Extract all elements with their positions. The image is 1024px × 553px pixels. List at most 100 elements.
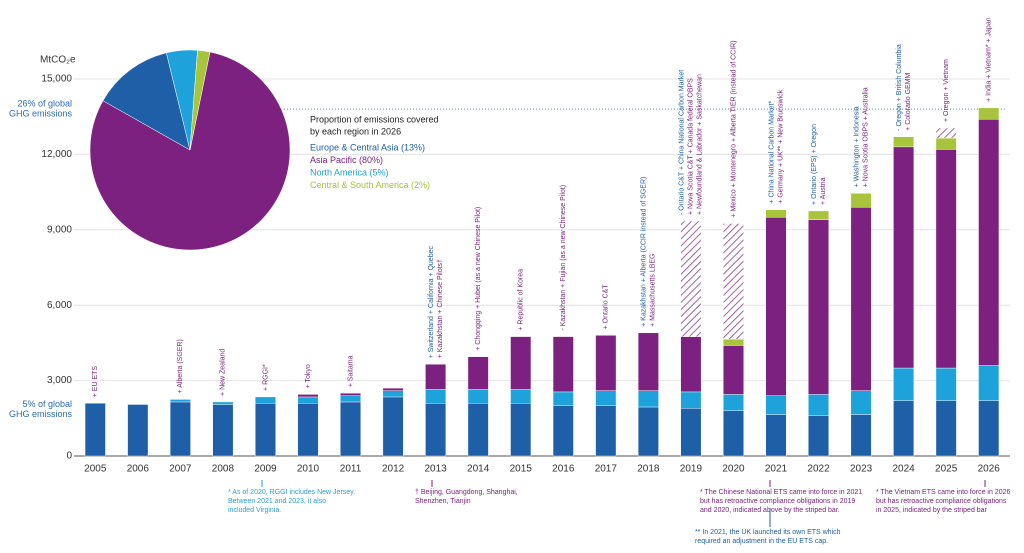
x-tick-label: 2010 xyxy=(297,464,320,475)
annotation: + RGGI* xyxy=(262,364,269,391)
legend-label: Europe & Central Asia (13%) xyxy=(310,142,425,152)
x-tick-label: 2009 xyxy=(254,464,277,475)
bar-segment xyxy=(935,137,957,150)
footnote: ** In 2021, the UK launched its own ETS … xyxy=(695,529,841,536)
bar-segment xyxy=(637,406,659,457)
bar-segment xyxy=(978,400,1000,457)
footnote: * The Vietnam ETS came into force in 202… xyxy=(876,489,1010,496)
annotation: - Ontario C&T + China National Carbon Ma… xyxy=(679,70,686,215)
bar-segment xyxy=(212,401,234,405)
bar-segment xyxy=(680,391,702,409)
reference-label: 5% of global xyxy=(22,399,72,409)
annotation: + Mexico + Montenegro + Alberta TIER (in… xyxy=(730,40,737,217)
footnote: required an adjustment in the EU ETS cap… xyxy=(695,538,828,545)
footnote: but has retroactive compliance obligatio… xyxy=(700,498,855,505)
reference-label: GHG emissions xyxy=(9,409,73,419)
reference-label: 26% of global xyxy=(17,99,72,109)
y-tick-label: 12,000 xyxy=(41,149,72,160)
bar-segment xyxy=(510,336,532,390)
footnote: but has retroactive compliance obligatio… xyxy=(876,498,1007,505)
footnote: Between 2021 and 2023, it also xyxy=(228,498,326,505)
annotation: + Nova Scotia OBPS + Australia xyxy=(862,87,869,187)
bar-segment xyxy=(382,396,404,457)
bar-segment xyxy=(893,146,915,369)
y-tick-label: 9,000 xyxy=(47,224,72,235)
annotation: + Switzerland + California + Quebec xyxy=(428,246,435,359)
bar-segment xyxy=(978,107,1000,120)
x-tick-label: 2025 xyxy=(935,464,958,475)
y-tick-label: 15,000 xyxy=(41,74,72,85)
bar-segment xyxy=(935,367,957,401)
bar-segment xyxy=(552,405,574,457)
annotation: + Germany + UK** + New Brunswick xyxy=(777,89,784,203)
bar-segment xyxy=(127,404,149,457)
bar-segment xyxy=(467,389,489,404)
y-tick-label: 6,000 xyxy=(47,300,72,311)
annotation: + Austria xyxy=(820,177,827,205)
footnote: included Virginia. xyxy=(228,507,281,514)
x-tick-label: 2021 xyxy=(765,464,788,475)
bar-segment xyxy=(169,401,191,457)
bar-segment xyxy=(893,367,915,401)
annotation: + Alberta (SGER) xyxy=(177,339,184,393)
bar-segment xyxy=(595,335,617,391)
bar-segment xyxy=(808,415,829,457)
bar-segment xyxy=(255,403,276,457)
annotation: + Saitama xyxy=(347,355,354,387)
pie-slice xyxy=(89,51,291,251)
annotation: + Chongqing + Hubei (as a new Chinese Pi… xyxy=(475,207,482,351)
pie-title: Proportion of emissions covered xyxy=(310,114,439,124)
bar-segment xyxy=(467,356,489,390)
footnote: * As of 2020, RGGI includes New Jersey. xyxy=(228,489,355,496)
bar-segment xyxy=(84,403,106,457)
bar-segment xyxy=(382,387,404,391)
bar-segment xyxy=(425,364,447,390)
bar-segment xyxy=(723,338,744,346)
bar-segment xyxy=(978,365,1000,401)
bar-segment xyxy=(808,210,829,220)
annotation: - Oregon + British Columbia xyxy=(896,44,903,131)
annotation: + Tokyo xyxy=(305,364,312,388)
bar-segment xyxy=(723,394,744,411)
bar-segment xyxy=(637,390,659,408)
bar-segment xyxy=(467,403,489,457)
x-tick-label: 2019 xyxy=(680,464,703,475)
bar-segment xyxy=(723,223,744,340)
annotation: + Ontario (EPS) + Oregon xyxy=(811,124,818,205)
annotation: + EU ETS xyxy=(92,366,99,398)
annotation: + New Zealand xyxy=(220,349,227,396)
bar-segment xyxy=(850,390,872,415)
legend-label: North America (5%) xyxy=(310,167,389,177)
bar-segment xyxy=(935,127,957,139)
bar-segment xyxy=(510,403,532,457)
bar-segment xyxy=(680,336,702,393)
bar-segment xyxy=(255,396,276,404)
bar-segment xyxy=(765,414,787,457)
bar-segment xyxy=(425,389,447,404)
bar-segment xyxy=(595,390,617,406)
annotation: + Nova Scotia C&T + Canada federal OBPS xyxy=(688,78,695,215)
bar-segment xyxy=(297,394,319,398)
bar-segment xyxy=(552,391,574,406)
footnote: † Beijing, Guangdong, Shanghai, xyxy=(415,489,518,496)
footnote: Shenzhen, Tianjin xyxy=(415,498,471,505)
footnote: * The Chinese National ETS came into for… xyxy=(700,489,862,496)
x-tick-label: 2020 xyxy=(722,464,745,475)
bar-segment xyxy=(723,410,744,457)
bar-segment xyxy=(340,392,361,396)
bar-segment xyxy=(808,394,829,416)
bar-segment xyxy=(340,401,361,457)
y-axis-label: MtCO₂e xyxy=(40,55,76,66)
bar-segment xyxy=(850,414,872,457)
bar-segment xyxy=(297,403,319,457)
x-tick-label: 2005 xyxy=(84,464,107,475)
x-tick-label: 2007 xyxy=(169,464,192,475)
x-tick-label: 2014 xyxy=(467,464,490,475)
bar-segment xyxy=(978,119,1000,366)
y-tick-label: 0 xyxy=(66,451,72,462)
annotation: + India + Vietnam* + Japan xyxy=(986,17,993,102)
annotation: + Colorado GEMM xyxy=(905,72,912,130)
bar-segment xyxy=(297,396,319,404)
bar-segment xyxy=(680,408,702,457)
